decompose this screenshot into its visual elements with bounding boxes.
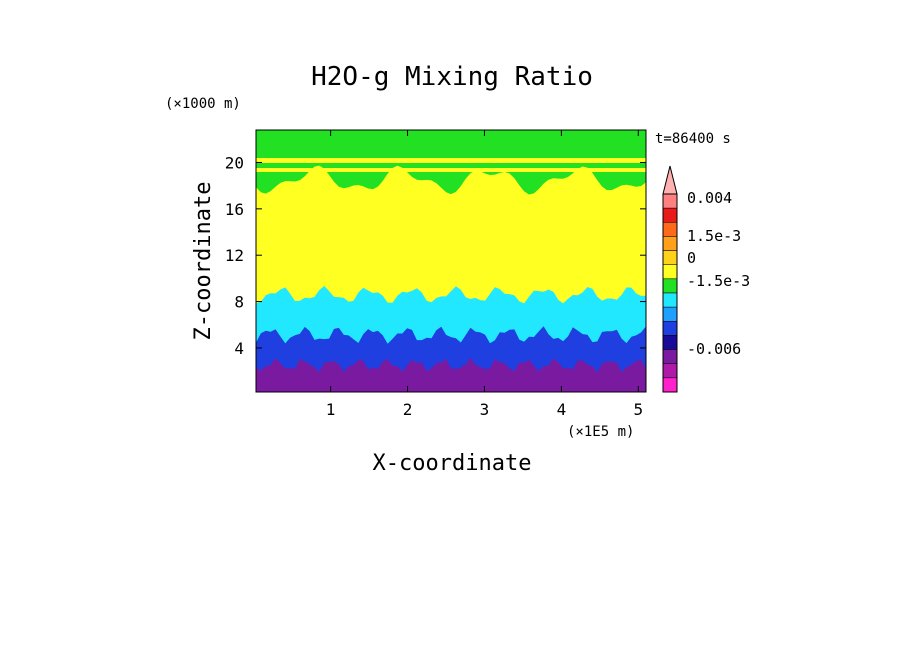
plot-area: [255, 129, 647, 393]
colorbar-swatch: [662, 207, 678, 223]
mixing-ratio-field: [256, 130, 646, 392]
colorbar-swatch: [662, 321, 678, 336]
field-stripe: [256, 168, 646, 172]
x-unit-label: (×1E5 m): [567, 424, 634, 440]
x-tick-label: 5: [633, 400, 643, 419]
y-tick-label: 8: [234, 293, 244, 312]
time-label: t=86400 s: [655, 131, 731, 147]
colorbar-swatch: [662, 193, 678, 209]
colorbar-label: 0: [687, 249, 696, 267]
y-tick-label: 4: [234, 339, 244, 358]
plot-frame: [255, 129, 647, 393]
y-tick-label: 20: [225, 153, 244, 172]
colorbar-swatch: [662, 236, 678, 251]
y-axis-label: Z-coordinate: [191, 182, 216, 341]
chart-title: H2O-g Mixing Ratio: [311, 62, 593, 92]
x-tick-label: 1: [326, 400, 336, 419]
x-axis-ticks: 1 2 3 4 5: [326, 130, 643, 419]
x-tick-label: 4: [557, 400, 567, 419]
x-axis-label: X-coordinate: [373, 451, 532, 476]
colorbar: 0.004 1.5e-3 0 -1.5e-3 -0.006: [662, 165, 750, 393]
colorbar-swatch: [662, 306, 678, 322]
colorbar-swatch: [662, 278, 678, 294]
y-axis-ticks: 4 8 12 16 20: [225, 153, 646, 358]
colorbar-label: -1.5e-3: [687, 272, 750, 290]
colorbar-swatch: [662, 250, 678, 265]
y-tick-label: 16: [225, 200, 244, 219]
colorbar-swatch: [662, 335, 678, 350]
y-unit-label: (×1000 m): [165, 96, 241, 112]
x-tick-label: 3: [480, 400, 490, 419]
colorbar-swatch: [662, 222, 678, 237]
colorbar-frame: [662, 193, 678, 393]
y-tick-label: 12: [225, 246, 244, 265]
colorbar-swatch: [662, 349, 678, 364]
colorbar-swatch: [662, 264, 678, 280]
field-stripe: [256, 158, 646, 163]
colorbar-label: -0.006: [687, 340, 741, 358]
colorbar-label: 0.004: [687, 189, 732, 207]
colorbar-arrow: [662, 165, 678, 195]
colorbar-swatch: [662, 363, 678, 379]
colorbar-swatch: [662, 292, 678, 308]
colorbar-label: 1.5e-3: [687, 227, 741, 245]
x-tick-label: 2: [403, 400, 413, 419]
field-band-lowest: [256, 357, 646, 392]
colorbar-swatch: [662, 377, 678, 393]
